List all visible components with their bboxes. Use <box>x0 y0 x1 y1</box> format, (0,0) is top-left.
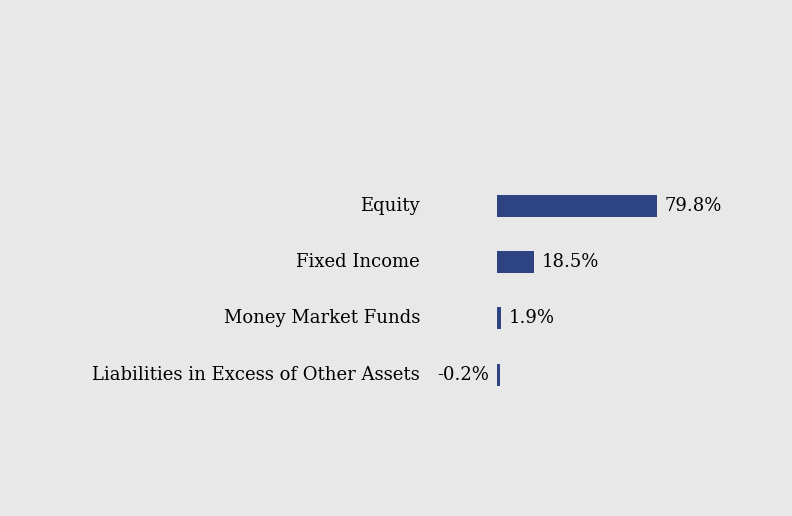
Text: Equity: Equity <box>360 197 420 215</box>
Text: Liabilities in Excess of Other Assets: Liabilities in Excess of Other Assets <box>92 366 420 384</box>
Text: -0.2%: -0.2% <box>437 366 489 384</box>
Bar <box>497 195 657 217</box>
Text: Money Market Funds: Money Market Funds <box>223 309 420 327</box>
Text: 79.8%: 79.8% <box>665 197 722 215</box>
Bar <box>497 251 534 273</box>
Bar <box>497 364 500 386</box>
Bar <box>497 307 501 329</box>
Text: 1.9%: 1.9% <box>508 309 555 327</box>
Text: 18.5%: 18.5% <box>542 253 600 271</box>
Text: Fixed Income: Fixed Income <box>296 253 420 271</box>
